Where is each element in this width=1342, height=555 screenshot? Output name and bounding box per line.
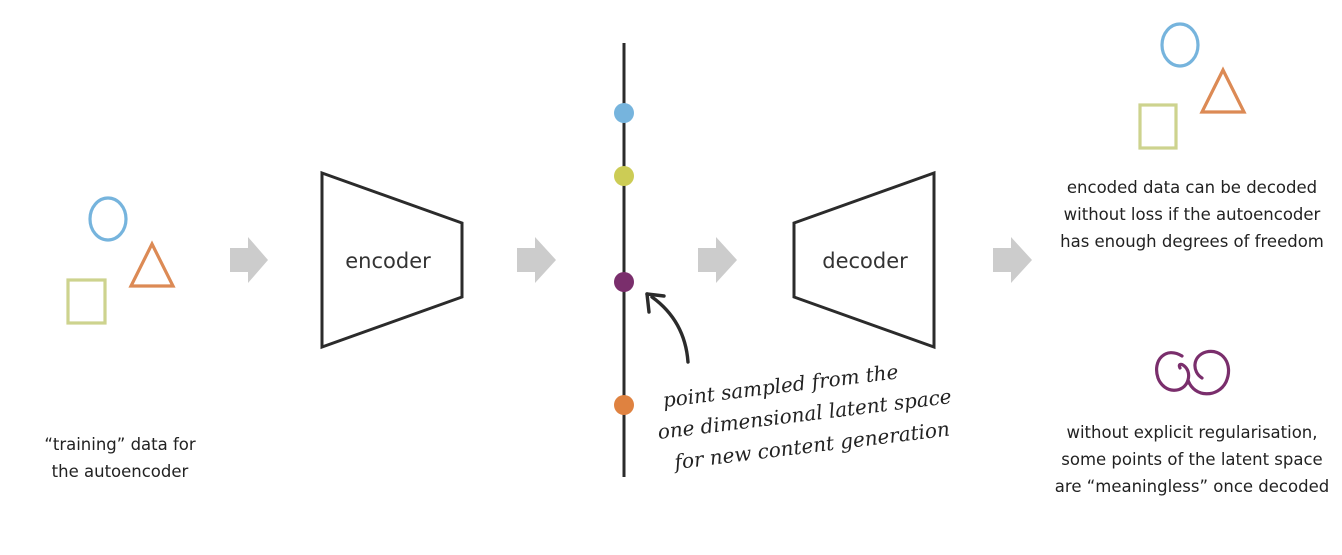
meaningless-caption-line-1: without explicit regularisation, [1066,423,1318,442]
annotation-arrow [645,292,690,364]
encoder-trapezoid [320,170,464,350]
latent-point-orange [614,395,634,415]
latent-space [614,43,634,477]
meaningless-caption: without explicit regularisation, some po… [1052,419,1332,500]
lossless-caption: encoded data can be decoded without loss… [1052,174,1332,255]
encoder-block: encoder [320,170,464,350]
flow-arrow-1 [230,237,268,283]
flow-arrow-4 [993,237,1032,283]
decoder-block: decoder [792,170,936,350]
training-circle [88,196,128,242]
training-square [66,278,107,325]
flow-arrow-2 [517,237,556,283]
decoded-shapes [1138,22,1247,150]
meaningless-caption-line-2: some points of the latent space [1061,450,1323,469]
lossless-caption-line-1: encoded data can be decoded [1066,178,1318,197]
meaningless-caption-line-3: are “meaningless” once decoded [1054,477,1330,496]
annotation-text: point sampled from the one dimensional l… [656,359,952,474]
latent-point-purple [614,272,634,292]
lossless-caption-line-2: without loss if the autoencoder [1063,205,1321,224]
training-data-shapes [66,196,176,325]
meaningless-scribble-icon [1155,349,1231,396]
decoder-trapezoid [792,170,936,350]
training-caption-line-2: the autoencoder [51,462,189,481]
decoded-triangle [1199,66,1247,114]
decoder-label: decoder [822,249,908,273]
training-caption-line-1: “training” data for [44,435,196,454]
latent-point-blue [614,103,634,123]
latent-point-yellow [614,166,634,186]
lossless-caption-line-3: has enough degrees of freedom [1060,232,1324,251]
training-data-caption: “training” data for the autoencoder [20,431,220,485]
flow-arrow-3 [698,237,737,283]
training-triangle [128,240,176,288]
decoded-circle [1160,22,1200,68]
decoded-square [1138,103,1178,150]
encoder-label: encoder [345,249,431,273]
